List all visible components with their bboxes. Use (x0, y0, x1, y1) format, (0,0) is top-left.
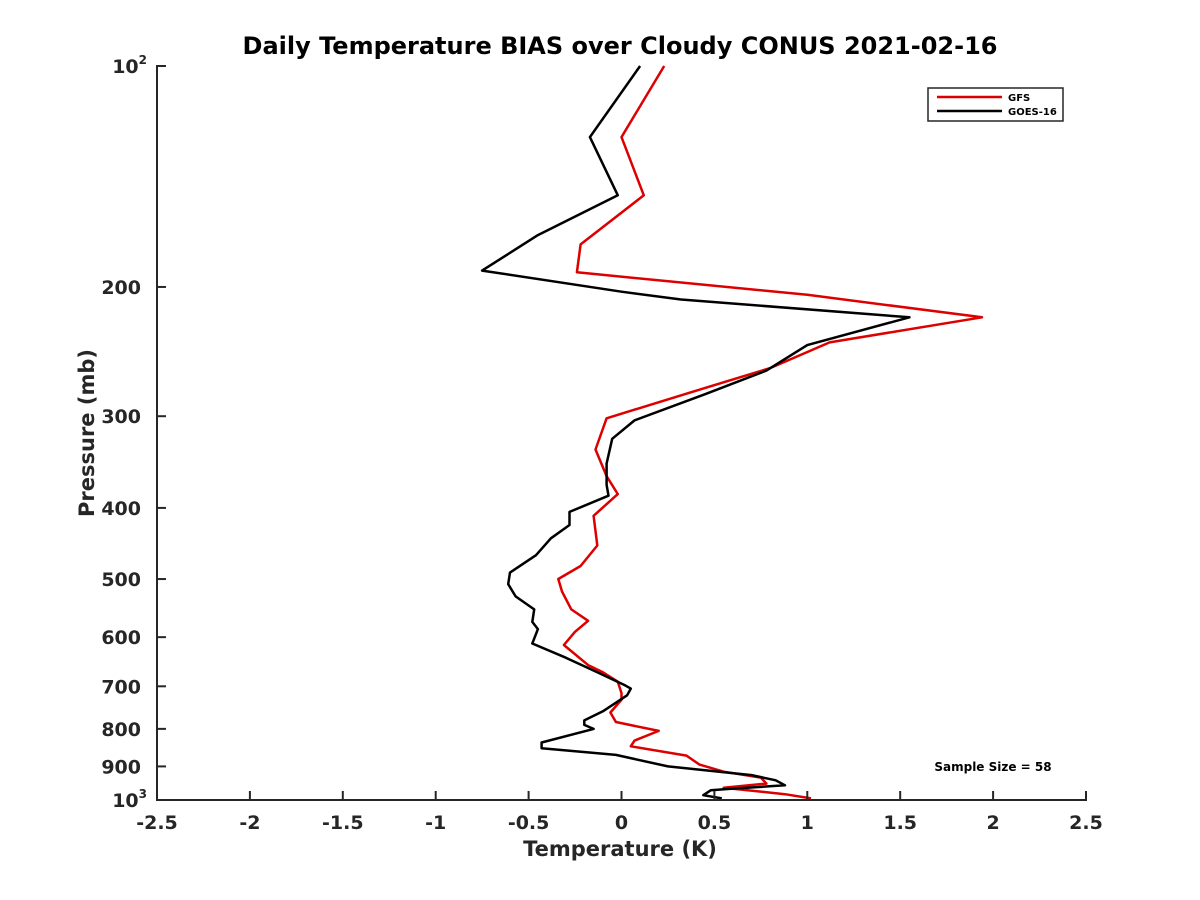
y-tick-label: 700 (101, 676, 141, 698)
y-axis-label: Pressure (mb) (75, 349, 99, 517)
y-tick-label: 103 (112, 787, 147, 812)
y-tick-label: 500 (101, 569, 141, 591)
series-line-goes-16 (480, 65, 911, 800)
axes: -2.5 -2 -1.5 -1 -0.5 0 0.5 1 1.5 2 2.5 102 200 300 400… (101, 53, 1103, 834)
y-tick-label: 800 (101, 719, 141, 741)
x-axis-label: Temperature (K) (523, 837, 717, 861)
x-tick-label: 0.5 (698, 812, 732, 834)
chart-title: Daily Temperature BIAS over Cloudy CONUS… (243, 32, 998, 60)
y-tick-label: 200 (101, 277, 141, 299)
y-tick-label: 300 (101, 406, 141, 428)
x-tick-label: -2.5 (136, 812, 178, 834)
x-tick-label: 0 (615, 812, 628, 834)
x-tick-label: 2 (986, 812, 999, 834)
y-tick-label: 102 (112, 53, 147, 78)
x-tick-label: 2.5 (1069, 812, 1103, 834)
legend-box (927, 87, 1064, 122)
legend: GFS GOES-16 (927, 87, 1064, 122)
y-tick-label: 600 (101, 627, 141, 649)
x-tick-label: 1 (801, 812, 814, 834)
series-line-gfs (557, 65, 984, 800)
y-tick-label: 900 (101, 756, 141, 778)
x-tick-label: -1.5 (322, 812, 364, 834)
x-tick-label: -0.5 (508, 812, 550, 834)
x-tick-label: -2 (239, 812, 260, 834)
sample-size-annotation: Sample Size = 58 (934, 760, 1051, 774)
plot-area (480, 65, 984, 800)
legend-label: GOES-16 (1008, 107, 1057, 118)
x-tick-label: 1.5 (883, 812, 917, 834)
y-tick-label: 400 (101, 498, 141, 520)
legend-label: GFS (1008, 93, 1030, 104)
x-tick-label: -1 (425, 812, 446, 834)
